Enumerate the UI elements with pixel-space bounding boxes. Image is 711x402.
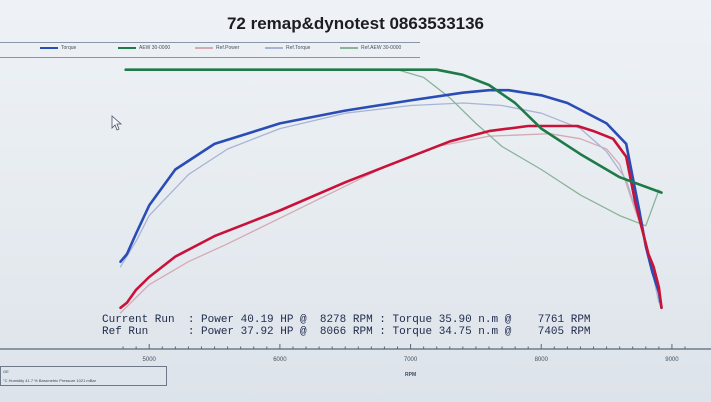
current-run-label: Current Run <box>102 314 175 326</box>
ref-power: 37.92 HP <box>240 326 294 338</box>
ref-torque-rpm: 7405 RPM <box>537 326 591 338</box>
x-axis-label: RPM <box>405 372 416 378</box>
legend-item-torque: Torque <box>40 45 76 54</box>
legend-item-ref-aew: Ref.AEW 30-0000 <box>340 45 401 54</box>
x-tick-label: 5000 <box>143 357 157 363</box>
cursor-icon <box>111 115 123 131</box>
status-line-1: GE <box>3 369 9 374</box>
ref-torque: 34.75 n.m <box>438 326 499 338</box>
current-power-rpm: 8278 RPM <box>319 314 373 326</box>
x-tick-label: 9000 <box>665 357 679 363</box>
series-line-ref-power <box>119 133 660 314</box>
current-torque: 35.90 n.m <box>438 314 499 326</box>
ref-power-rpm: 8066 RPM <box>319 326 373 338</box>
legend-swatch <box>118 46 136 49</box>
series-line-torque <box>119 88 663 310</box>
current-torque-rpm: 7761 RPM <box>537 314 591 326</box>
page-title: 72 remap&dynotest 0863533136 <box>226 14 485 33</box>
legend-item-aew: AEW 30-0000 <box>118 45 170 54</box>
legend-swatch <box>40 46 58 49</box>
series-line-aew-30-0000 <box>124 68 663 194</box>
chart-legend: Torque AEW 30-0000 Ref.Power Ref.Torque … <box>0 42 420 58</box>
current-power: 40.19 HP <box>240 314 294 326</box>
series-line-power <box>119 124 663 310</box>
series-line-ref-torque <box>119 102 660 304</box>
legend-swatch <box>265 46 283 49</box>
series-line-ref-aew-30-0000 <box>396 69 660 227</box>
run-summary: Current Run : Power 40.19 HP @ 8278 RPM … <box>102 314 591 338</box>
ref-run-label: Ref Run <box>102 326 149 338</box>
status-bar: GE °C Humidity 41.7 % Barometric Pressur… <box>0 366 167 386</box>
status-line-2: °C Humidity 41.7 % Barometric Pressure 1… <box>3 378 96 383</box>
x-tick-label: 7000 <box>404 357 418 363</box>
x-tick-label: 6000 <box>273 357 287 363</box>
x-tick-label: 8000 <box>535 357 549 363</box>
legend-item-ref-torque: Ref.Torque <box>265 45 310 54</box>
legend-swatch <box>195 46 213 49</box>
legend-swatch <box>340 46 358 49</box>
legend-item-ref-power: Ref.Power <box>195 45 239 54</box>
